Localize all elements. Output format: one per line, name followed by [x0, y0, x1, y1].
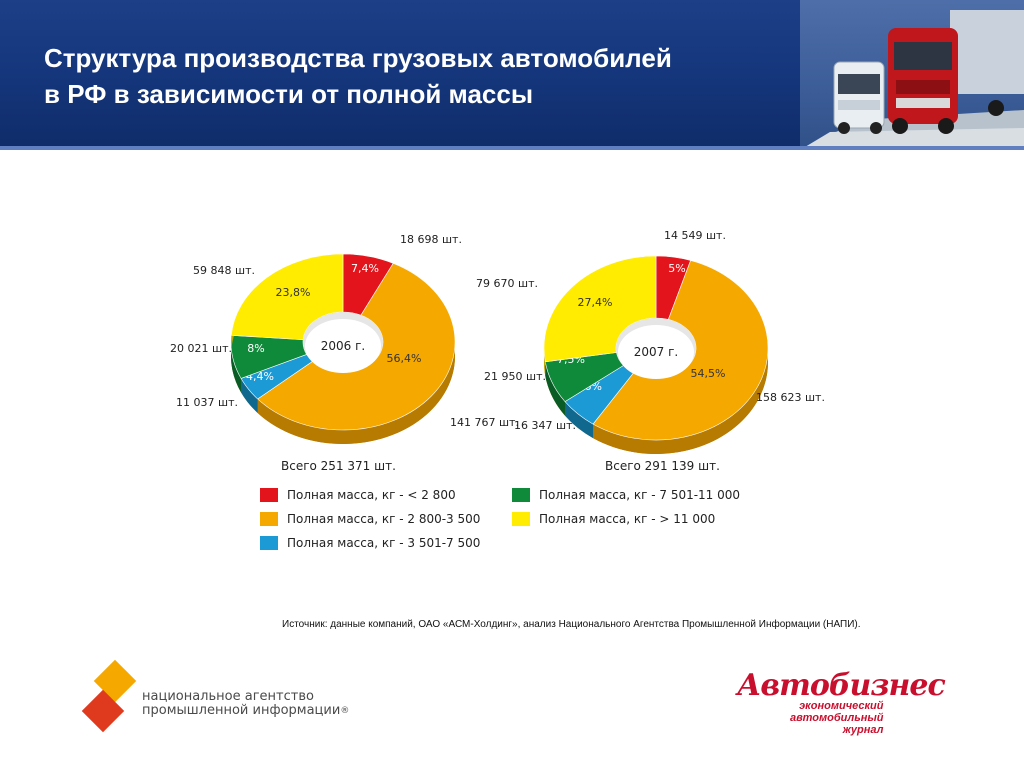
slice-side-orange — [257, 263, 455, 445]
slice-percent-label: 7,4% — [351, 262, 379, 275]
legend-item: Полная масса, кг - > 11 000 — [512, 507, 740, 531]
slice-count-label: 141 767 шт. — [450, 416, 519, 429]
legend-label: Полная масса, кг - 2 800-3 500 — [287, 512, 481, 526]
slice-percent-label: 23,8% — [276, 286, 311, 299]
slice-count-label: 79 670 шт. — [476, 277, 538, 290]
napi-line-1: национальное агентство — [142, 689, 314, 704]
slice-count-label: 20 021 шт. — [170, 342, 232, 355]
slice-percent-label: 56,4% — [387, 352, 422, 365]
tagline-line-3: журнал — [842, 724, 884, 736]
napi-logo-icon — [82, 660, 137, 733]
trucks-image — [800, 0, 1024, 150]
legend-swatch-orange — [260, 512, 278, 526]
slice-side-blue — [564, 401, 594, 439]
slice-count-label: 59 848 шт. — [193, 264, 255, 277]
slice-percent-label: 27,4% — [578, 296, 613, 309]
slice-count-label: 158 623 шт. — [756, 391, 825, 404]
legend-item: Полная масса, кг - < 2 800 — [260, 483, 480, 507]
napi-line-2: промышленной информации — [142, 703, 341, 718]
slice-side-green — [545, 361, 565, 416]
legend-item: Полная масса, кг - 2 800-3 500 — [260, 507, 480, 531]
donut-hole — [618, 325, 694, 379]
legend-left: Полная масса, кг - < 2 800 Полная масса,… — [260, 483, 480, 555]
center-year-label: 2007 г. — [634, 345, 678, 359]
registered-mark: ® — [340, 706, 350, 716]
slice-percent-label: 54,5% — [691, 367, 726, 380]
slice-count-label: 11 037 шт. — [176, 396, 238, 409]
total-2006: Всего 251 371 шт. — [281, 459, 396, 473]
title-line-2: в РФ в зависимости от полной массы — [44, 79, 534, 109]
legend-item: Полная масса, кг - 7 501-11 000 — [512, 483, 740, 507]
legend-item: Полная масса, кг - 3 501-7 500 — [260, 531, 480, 555]
donut-charts: 7,4%18 698 шт.56,4%141 767 шт.4,4%11 037… — [170, 229, 825, 455]
napi-name: национальное агентство промышленной инфо… — [142, 690, 349, 718]
legend-label: Полная масса, кг - 3 501-7 500 — [287, 536, 481, 550]
page-title: Структура производства грузовых автомоби… — [44, 40, 672, 112]
slice-side-orange — [593, 260, 769, 455]
white-truck — [833, 61, 885, 134]
legend-swatch-blue — [260, 536, 278, 550]
legend-right: Полная масса, кг - 7 501-11 000 Полная м… — [512, 483, 740, 531]
red-truck — [888, 10, 1024, 134]
tagline-line-2: автомобильный — [790, 712, 884, 724]
tagline-line-1: экономический — [799, 700, 884, 712]
legend-label: Полная масса, кг - > 11 000 — [539, 512, 716, 526]
slice-percent-label: 5% — [668, 262, 685, 275]
slice-side-green — [230, 335, 242, 393]
legend-label: Полная масса, кг - < 2 800 — [287, 488, 456, 502]
header-divider — [0, 146, 1024, 150]
legend-label: Полная масса, кг - 7 501-11 000 — [539, 488, 741, 502]
center-year-label: 2006 г. — [321, 339, 365, 353]
slice-count-label: 18 698 шт. — [400, 233, 462, 246]
legend-swatch-yellow — [512, 512, 530, 526]
slice-side-blue — [241, 378, 258, 413]
legend-swatch-green — [512, 488, 530, 502]
source-note: Источник: данные компаний, ОАО «АСМ-Холд… — [282, 619, 861, 630]
total-2007: Всего 291 139 шт. — [605, 459, 720, 473]
avtobiznes-logo: Автобизнес — [737, 668, 946, 703]
legend-swatch-red — [260, 488, 278, 502]
slice-count-label: 21 950 шт. — [484, 370, 546, 383]
slice-percent-label: 8% — [247, 342, 264, 355]
donut-hole — [305, 319, 381, 373]
header-banner: Структура производства грузовых автомоби… — [0, 0, 1024, 150]
slice-count-label: 16 347 шт. — [514, 419, 576, 432]
avtobiznes-tagline: экономический автомобильный журнал — [790, 700, 884, 736]
title-line-1: Структура производства грузовых автомоби… — [44, 43, 672, 73]
slice-count-label: 14 549 шт. — [664, 229, 726, 242]
